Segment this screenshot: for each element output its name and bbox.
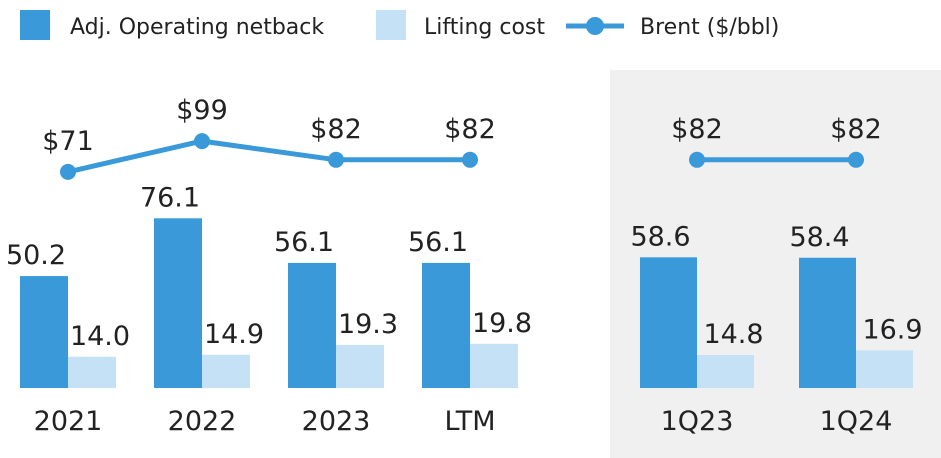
- data-label: 50.2: [6, 240, 66, 271]
- x-tick-label: 2023: [302, 406, 371, 437]
- data-label: 56.1: [274, 227, 334, 258]
- legend-swatch: [376, 10, 406, 40]
- legend-label: Brent ($/bbl): [640, 15, 779, 40]
- x-tick-label: 1Q24: [820, 406, 893, 437]
- bar: [202, 354, 250, 388]
- bar: [856, 350, 913, 388]
- line-marker: [689, 151, 705, 168]
- data-label: 76.1: [140, 182, 200, 213]
- x-tick-label: 2022: [168, 406, 237, 437]
- data-label: 19.3: [338, 309, 398, 340]
- bar: [470, 343, 518, 388]
- legend-marker: [586, 17, 604, 35]
- line-marker: [462, 151, 478, 168]
- bar: [640, 257, 697, 388]
- data-label: 58.6: [630, 221, 690, 252]
- line-marker: [194, 133, 210, 150]
- line-marker: [328, 151, 344, 168]
- data-label: $99: [176, 95, 228, 126]
- data-label: 19.8: [472, 308, 532, 339]
- line-marker: [60, 163, 76, 180]
- bar: [288, 262, 336, 388]
- data-label: 14.9: [204, 319, 264, 350]
- data-label: $71: [42, 126, 94, 157]
- data-label: $82: [671, 114, 723, 145]
- data-label: $82: [444, 114, 496, 145]
- data-label: 16.9: [862, 314, 922, 345]
- x-tick-label: LTM: [444, 406, 495, 437]
- bar: [697, 354, 754, 388]
- x-tick-label: 2021: [34, 406, 103, 437]
- bar: [799, 257, 856, 388]
- data-label: 56.1: [408, 227, 468, 258]
- legend-label: Lifting cost: [424, 15, 545, 40]
- line: [67, 138, 470, 175]
- legend-label: Adj. Operating netback: [70, 15, 324, 40]
- x-tick-label: 1Q23: [661, 406, 734, 437]
- legend-swatch: [20, 10, 50, 40]
- data-label: 14.0: [70, 321, 130, 352]
- legend: Adj. Operating netback Lifting cost Bren…: [20, 10, 779, 40]
- bar: [422, 262, 470, 388]
- bar: [336, 344, 384, 388]
- data-label: 14.8: [703, 319, 763, 350]
- data-label: $82: [830, 114, 882, 145]
- data-label: $82: [310, 114, 362, 145]
- bar: [154, 218, 202, 388]
- data-label: 58.4: [789, 222, 849, 253]
- line-marker: [848, 151, 864, 168]
- bar: [20, 276, 68, 388]
- bar: [68, 356, 116, 388]
